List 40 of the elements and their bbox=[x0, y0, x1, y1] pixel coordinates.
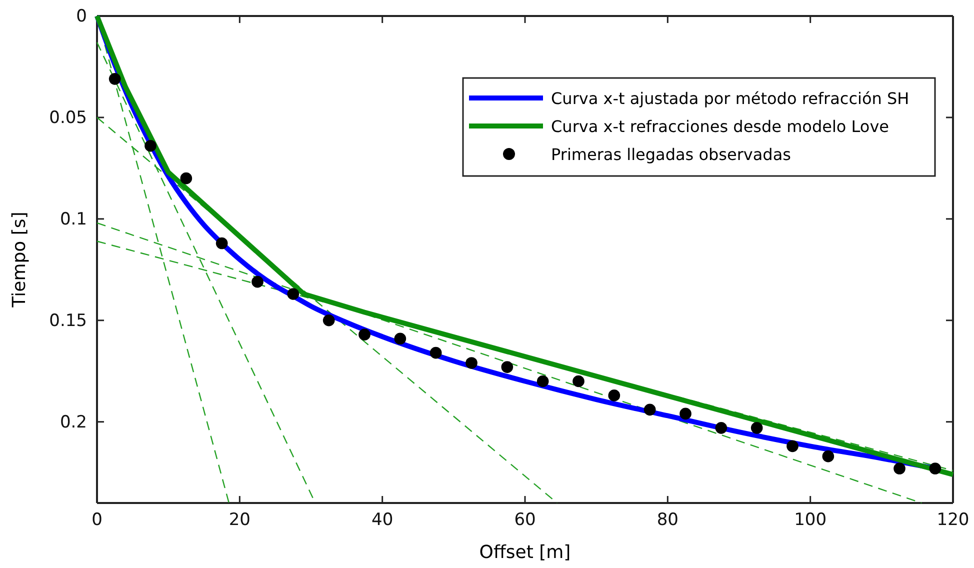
point bbox=[108, 73, 121, 85]
point bbox=[750, 422, 763, 434]
point bbox=[394, 332, 406, 345]
point bbox=[287, 288, 300, 300]
point bbox=[822, 450, 834, 462]
x-tick-label: 120 bbox=[936, 510, 970, 530]
legend-label: Curva x-t refracciones desde modelo Love bbox=[551, 117, 890, 136]
x-tick-label: 0 bbox=[92, 510, 102, 530]
point bbox=[430, 346, 442, 359]
legend-label: Primeras llegadas observadas bbox=[551, 145, 791, 164]
y-axis-title: Tiempo [s] bbox=[9, 212, 30, 308]
y-tick-label: 0 bbox=[76, 6, 87, 26]
point bbox=[322, 314, 335, 326]
x-tick-label: 100 bbox=[794, 510, 827, 530]
point bbox=[680, 408, 692, 420]
y-tick-label: 0.2 bbox=[60, 412, 87, 432]
x-tick-label: 40 bbox=[372, 510, 394, 530]
point bbox=[466, 357, 478, 369]
point bbox=[715, 422, 728, 434]
x-axis-title: Offset [m] bbox=[479, 542, 571, 563]
point bbox=[644, 404, 656, 416]
x-tick-label: 80 bbox=[656, 510, 678, 530]
point bbox=[572, 375, 584, 388]
y-tick-label: 0.15 bbox=[49, 310, 87, 331]
point bbox=[180, 172, 192, 184]
point bbox=[501, 361, 514, 373]
point bbox=[536, 375, 549, 388]
point bbox=[252, 276, 264, 288]
point bbox=[358, 328, 370, 340]
y-tick-label: 0.05 bbox=[49, 108, 87, 128]
legend-label: Curva x-t ajustada por método refracción SH bbox=[551, 89, 910, 108]
y-tick-label: 0.1 bbox=[60, 209, 87, 230]
point bbox=[929, 462, 942, 474]
point bbox=[894, 462, 906, 474]
point bbox=[786, 440, 798, 452]
x-tick-label: 60 bbox=[514, 510, 536, 530]
point bbox=[216, 237, 228, 250]
x-tick-label: 20 bbox=[228, 510, 250, 530]
point bbox=[144, 140, 156, 152]
point bbox=[608, 390, 620, 402]
